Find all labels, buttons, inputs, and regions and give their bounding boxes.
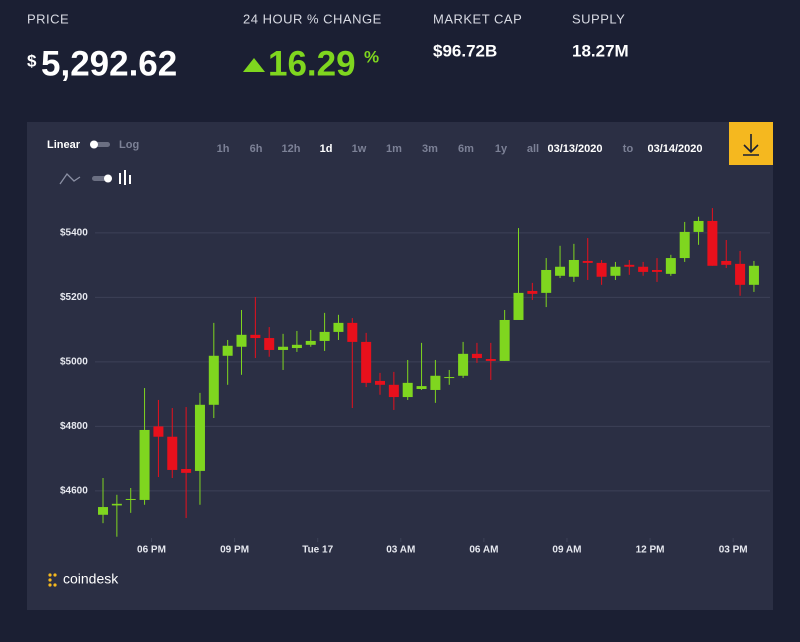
range-button[interactable]: 1d (320, 143, 333, 155)
change-unit: % (364, 47, 379, 66)
candle-body (651, 269, 662, 272)
range-button[interactable]: 1m (386, 143, 402, 155)
candle-body (444, 377, 455, 379)
x-tick-label: 06 AM (469, 545, 498, 556)
candle-body (541, 269, 552, 293)
stat-label: PRICE (27, 11, 69, 26)
candle-body (181, 468, 192, 473)
candle-body (278, 346, 289, 350)
candle-body (388, 384, 399, 398)
candle-body (555, 266, 566, 276)
range-button[interactable]: 1w (352, 143, 367, 155)
change: 16.29 (268, 44, 356, 83)
candle-body (222, 345, 233, 356)
candle-body (264, 338, 275, 350)
download-icon (743, 134, 759, 156)
x-tick-label: 06 PM (137, 545, 166, 556)
candle-body (430, 375, 441, 390)
candle-body (111, 503, 122, 506)
y-tick-label: $5200 (60, 292, 88, 303)
y-tick-label: $5000 (60, 357, 88, 368)
line-icon[interactable] (59, 172, 81, 185)
supply: 18.27M (572, 41, 629, 60)
candle-body (527, 290, 538, 294)
currency: $ (27, 51, 37, 70)
candle-body (361, 341, 372, 383)
candle-body (98, 507, 109, 515)
candle-body (153, 426, 164, 437)
candle-body (194, 404, 205, 471)
candle-body (596, 262, 607, 277)
toggle-knob (90, 140, 98, 149)
x-tick-label: 12 PM (636, 545, 665, 556)
chart-panel (27, 122, 773, 610)
candle-body (208, 355, 219, 405)
y-tick-label: $5400 (60, 228, 88, 239)
y-tick-label: $4800 (60, 421, 88, 432)
x-tick-label: 03 PM (719, 545, 748, 556)
candle-body (610, 266, 621, 276)
stat-label: MARKET CAP (433, 11, 522, 26)
toggle-knob (104, 174, 112, 183)
x-tick-label: 09 AM (552, 545, 581, 556)
candle-body (305, 340, 316, 345)
candle-body (347, 322, 358, 342)
candle-body (513, 292, 524, 320)
range-button[interactable]: all (527, 143, 539, 155)
candle-body (707, 220, 718, 266)
range-button[interactable]: 12h (282, 143, 301, 155)
candle-body (471, 353, 482, 359)
candle-body (499, 319, 510, 361)
candle-body (624, 264, 635, 267)
range-button[interactable]: 3m (422, 143, 438, 155)
date-to-label: to (623, 143, 634, 155)
range-button[interactable]: 6h (250, 143, 263, 155)
candle-body (402, 382, 413, 398)
candle-body (291, 344, 302, 349)
range-button[interactable]: 1h (217, 143, 230, 155)
candle-body (236, 334, 247, 347)
candle-body (333, 322, 344, 332)
candle-body (458, 353, 469, 376)
candle-body (319, 331, 330, 341)
candle-body (638, 266, 649, 272)
price: 5,292.62 (41, 44, 177, 83)
x-tick-label: 03 AM (386, 545, 415, 556)
candle-body (125, 498, 136, 500)
date-from[interactable]: 03/13/2020 (547, 143, 602, 155)
candle-body (375, 380, 386, 385)
brand-logo (48, 573, 57, 587)
stat-label: 24 HOUR % CHANGE (243, 11, 382, 26)
candle-body (721, 260, 732, 265)
up-arrow (243, 58, 265, 72)
range-button[interactable]: 1y (495, 143, 508, 155)
linear-option[interactable]: Linear (47, 139, 81, 151)
stat-label: SUPPLY (572, 11, 625, 26)
brand: coindesk (63, 571, 119, 587)
candle-body (167, 436, 178, 470)
range-button[interactable]: 6m (458, 143, 474, 155)
candle-body (693, 220, 704, 232)
candle-body (139, 429, 150, 500)
candle-body (485, 359, 496, 361)
candle-body (748, 265, 759, 285)
candle-body (416, 386, 427, 389)
log-option[interactable]: Log (119, 139, 139, 151)
candle-body (735, 263, 746, 285)
x-tick-label: Tue 17 (302, 545, 333, 556)
date-to[interactable]: 03/14/2020 (647, 143, 702, 155)
candle-body (582, 260, 593, 263)
candle-body (665, 258, 676, 274)
y-tick-label: $4600 (60, 486, 88, 497)
candle-icon[interactable] (119, 170, 131, 185)
candle-body (679, 231, 690, 259)
x-tick-label: 09 PM (220, 545, 249, 556)
candle-body (568, 259, 579, 277)
candle-body (250, 334, 261, 339)
market-cap: $96.72B (433, 41, 497, 60)
